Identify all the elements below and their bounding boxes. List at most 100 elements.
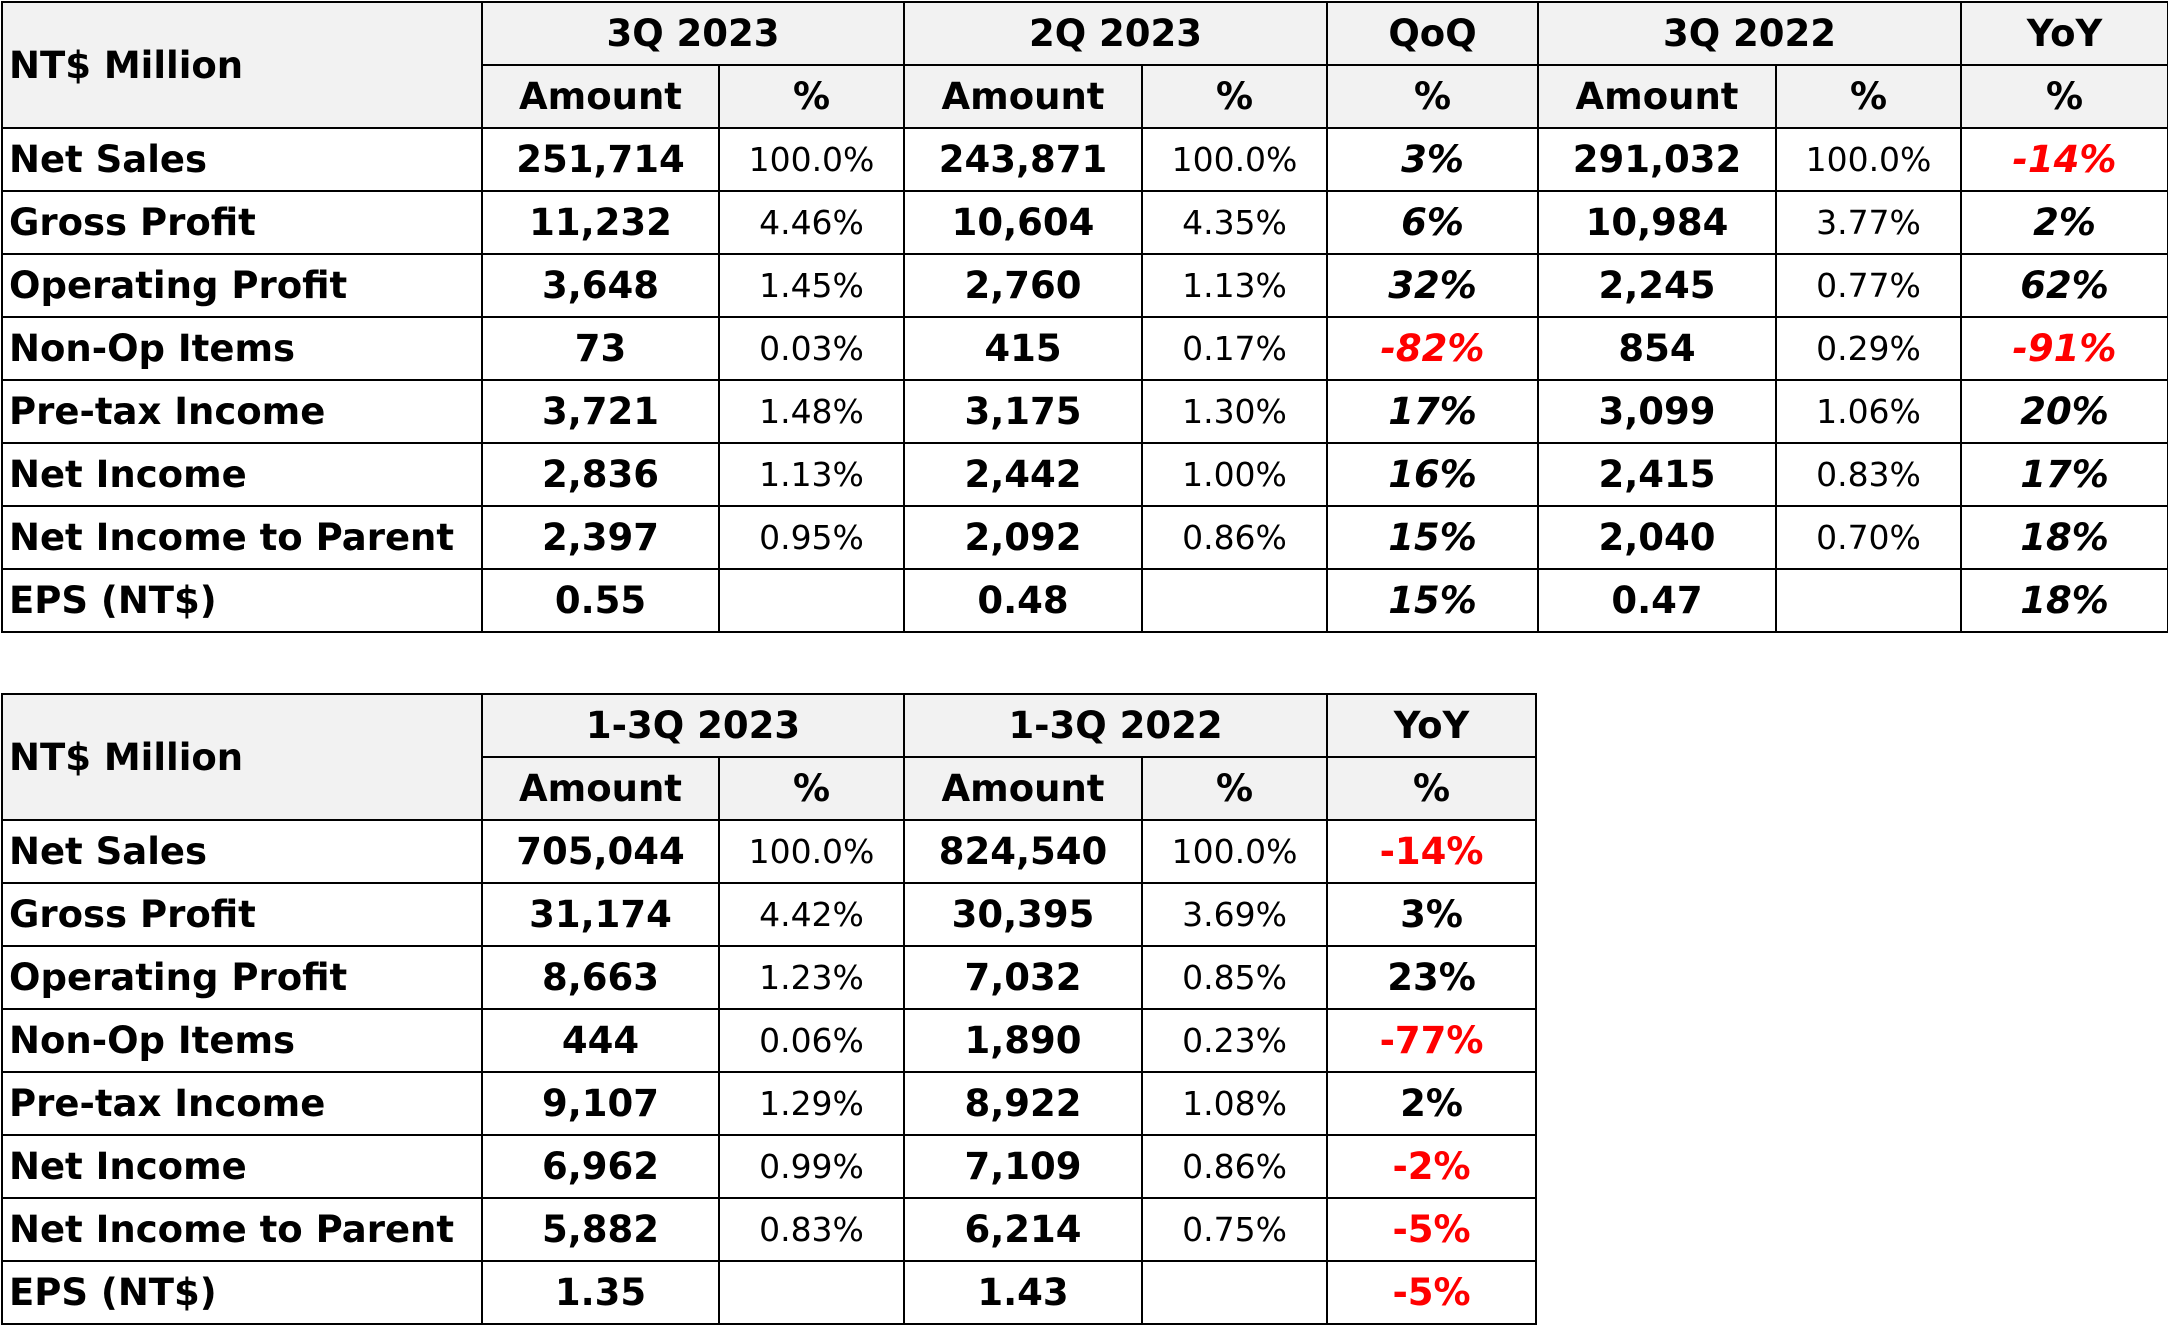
quarterly-results-table: NT$ Million 3Q 2023 2Q 2023 QoQ 3Q 2022 YoY Am…	[1, 1, 2168, 633]
change-cell: 2%	[1960, 190, 2168, 255]
percent-cell: 1.29%	[717, 1071, 906, 1136]
percent-cell: 1.00%	[1141, 442, 1328, 507]
change-cell: 3%	[1326, 882, 1538, 947]
percent-cell: 0.83%	[1775, 442, 1962, 507]
change-cell: 62%	[1960, 253, 2168, 318]
table-row: Net Income 6,962 0.99% 7,109 0.86% -2%	[1, 1134, 1538, 1199]
amount-cell: 10,604	[903, 190, 1143, 255]
percent-cell: 0.06%	[717, 1008, 906, 1073]
amount-cell: 8,922	[903, 1071, 1144, 1136]
row-label: Net Income to Parent	[1, 505, 483, 570]
amount-cell: 10,984	[1537, 190, 1777, 255]
percent-cell: 0.86%	[1141, 505, 1328, 570]
row-label: Net Sales	[1, 127, 483, 192]
column-subheader: %	[718, 64, 905, 129]
table-row: Gross Profit 11,232 4.46% 10,604 4.35% 6% 10,9…	[1, 190, 2168, 255]
amount-cell: 73	[481, 316, 720, 381]
change-cell: -82%	[1326, 316, 1539, 381]
amount-cell: 3,648	[481, 253, 720, 318]
change-cell: -5%	[1326, 1260, 1538, 1325]
table-row: Operating Profit 3,648 1.45% 2,760 1.13% 32% 2…	[1, 253, 2168, 318]
percent-cell: 3.77%	[1775, 190, 1962, 255]
percent-cell	[717, 1260, 906, 1325]
percent-cell: 0.17%	[1141, 316, 1328, 381]
percent-cell: 0.83%	[717, 1197, 906, 1262]
amount-cell: 30,395	[903, 882, 1144, 947]
change-cell: 15%	[1326, 568, 1539, 633]
table-row: Pre-tax Income 3,721 1.48% 3,175 1.30% 17% 3,0…	[1, 379, 2168, 444]
table-row: Net Sales 251,714 100.0% 243,871 100.0% 3% 291…	[1, 127, 2168, 192]
amount-cell: 31,174	[481, 882, 720, 947]
percent-cell	[1141, 568, 1328, 633]
year-to-date-results-table: NT$ Million 1-3Q 2023 1-3Q 2022 YoY Amount% A…	[1, 693, 1538, 1325]
column-subheader: %	[1141, 64, 1328, 129]
amount-cell: 3,175	[903, 379, 1143, 444]
change-cell: -77%	[1326, 1008, 1538, 1073]
percent-cell: 1.30%	[1141, 379, 1328, 444]
column-subheader: %	[717, 756, 906, 821]
row-label: EPS (NT$)	[1, 568, 483, 633]
amount-cell: 2,245	[1537, 253, 1777, 318]
percent-cell: 0.29%	[1775, 316, 1962, 381]
amount-cell: 824,540	[903, 819, 1144, 884]
percent-cell: 100.0%	[1141, 127, 1328, 192]
percent-cell: 100.0%	[1141, 819, 1329, 884]
amount-cell: 2,836	[481, 442, 720, 507]
amount-cell: 2,415	[1537, 442, 1777, 507]
table-row: Gross Profit 31,174 4.42% 30,395 3.69% 3%	[1, 882, 1538, 947]
table-row: EPS (NT$) 1.35 1.43 -5%	[1, 1260, 1538, 1325]
amount-cell: 11,232	[481, 190, 720, 255]
table-row: Pre-tax Income 9,107 1.29% 8,922 1.08% 2%	[1, 1071, 1538, 1136]
column-subheader: %	[1326, 756, 1538, 821]
table-row: Operating Profit 8,663 1.23% 7,032 0.85% 23%	[1, 945, 1538, 1010]
percent-cell: 0.75%	[1141, 1197, 1329, 1262]
change-cell: 23%	[1326, 945, 1538, 1010]
period-header: 2Q 2023	[903, 1, 1328, 66]
amount-cell: 8,663	[481, 945, 720, 1010]
column-subheader: %	[1141, 756, 1329, 821]
change-cell: 16%	[1326, 442, 1539, 507]
period-header: YoY	[1960, 1, 2168, 66]
table-row: Net Income to Parent 2,397 0.95% 2,092 0.86%…	[1, 505, 2168, 570]
table-row: EPS (NT$) 0.55 0.48 15% 0.47 18%	[1, 568, 2168, 633]
column-subheader: Amount	[481, 756, 720, 821]
change-cell: 17%	[1960, 442, 2168, 507]
change-cell: 18%	[1960, 505, 2168, 570]
percent-cell: 0.77%	[1775, 253, 1962, 318]
percent-cell: 4.35%	[1141, 190, 1328, 255]
row-label: Gross Profit	[1, 882, 483, 947]
amount-cell: 2,397	[481, 505, 720, 570]
header-row-groups: NT$ Million 3Q 2023 2Q 2023 QoQ 3Q 2022 YoY	[1, 1, 2168, 129]
amount-cell: 6,962	[481, 1134, 720, 1199]
change-cell: 6%	[1326, 190, 1539, 255]
change-cell: 2%	[1326, 1071, 1538, 1136]
amount-cell: 2,760	[903, 253, 1143, 318]
percent-cell	[718, 568, 905, 633]
amount-cell: 415	[903, 316, 1143, 381]
amount-cell: 1.43	[903, 1260, 1144, 1325]
row-label: Net Income to Parent	[1, 1197, 483, 1262]
percent-cell: 0.99%	[717, 1134, 906, 1199]
amount-cell: 705,044	[481, 819, 720, 884]
percent-cell: 0.95%	[718, 505, 905, 570]
amount-cell: 0.47	[1537, 568, 1777, 633]
percent-cell: 100.0%	[1775, 127, 1962, 192]
percent-cell: 1.13%	[1141, 253, 1328, 318]
header-row-subheaders: Amount% Amount%% Amount%%	[2, 64, 2168, 129]
column-subheader: Amount	[1537, 64, 1777, 129]
change-cell: 32%	[1326, 253, 1539, 318]
row-label: EPS (NT$)	[1, 1260, 483, 1325]
header-row-groups: NT$ Million 1-3Q 2023 1-3Q 2022 YoY	[1, 693, 1538, 821]
change-cell: -5%	[1326, 1197, 1538, 1262]
period-header: YoY	[1326, 693, 1538, 758]
percent-cell: 1.23%	[717, 945, 906, 1010]
amount-cell: 1,890	[903, 1008, 1144, 1073]
amount-cell: 2,040	[1537, 505, 1777, 570]
amount-cell: 5,882	[481, 1197, 720, 1262]
table-row: Net Income 2,836 1.13% 2,442 1.00% 16% 2,415 0.…	[1, 442, 2168, 507]
column-subheader: Amount	[903, 64, 1143, 129]
percent-cell: 3.69%	[1141, 882, 1329, 947]
percent-cell: 0.86%	[1141, 1134, 1329, 1199]
amount-cell: 291,032	[1537, 127, 1777, 192]
change-cell: 20%	[1960, 379, 2168, 444]
